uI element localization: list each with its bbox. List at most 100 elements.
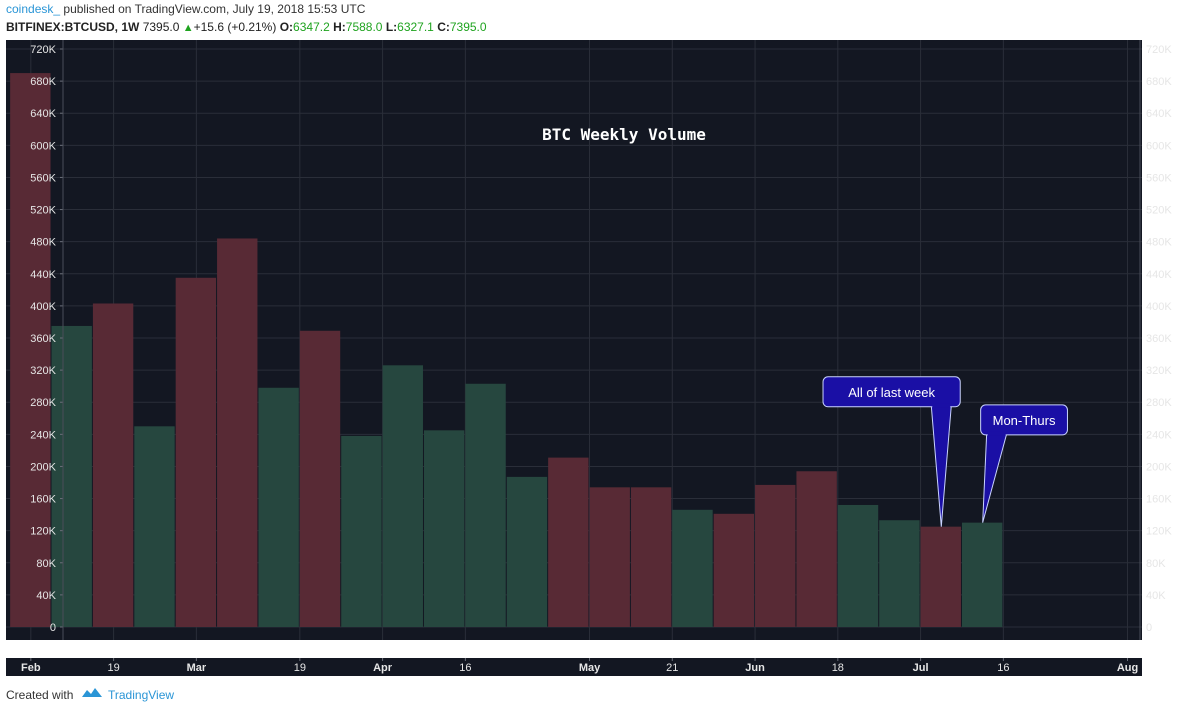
volume-bar[interactable] [630,487,672,627]
left-y-axis: 0 40K 80K 120K 160K 200K 240K 280K 320K 360K 400K 4… [30,40,64,640]
y-tick-label-right: 680K [1146,76,1172,88]
right-y-axis: 0 40K 80K 120K 160K 200K 240K 280K 320K 360K 400K 4… [1139,40,1172,640]
y-tick-label-right: 240K [1146,429,1172,441]
volume-chart[interactable]: 0 40K 80K 120K 160K 200K 240K 280K 320K 360K 400K 4… [0,40,1200,680]
y-tick-label-left: 600K [30,140,56,152]
x-tick-label: 19 [294,662,306,674]
high-value: 7588.0 [345,20,383,34]
volume-bar[interactable] [589,487,630,627]
close-value: 7395.0 [449,20,487,34]
x-tick-label: 16 [997,662,1009,674]
low-value: 6327.1 [397,20,434,34]
volume-bar[interactable] [51,325,92,627]
y-tick-label-left: 280K [30,397,56,409]
y-tick-label-right: 40K [1146,590,1166,602]
published-text: published on TradingView.com, July 19, 2… [63,2,366,16]
y-tick-label-left: 400K [30,301,56,313]
tradingview-link[interactable]: TradingView [108,688,175,702]
y-tick-label-left: 640K [30,108,56,120]
x-tick-label: 18 [832,662,844,674]
volume-bar[interactable] [879,520,920,627]
volume-bar[interactable] [548,457,589,627]
y-tick-label-left: 480K [30,237,56,249]
volume-bar[interactable] [217,238,258,627]
volume-bar[interactable] [920,526,961,627]
callout-annotation[interactable]: All of last week [822,376,961,527]
bars-group [10,73,1003,628]
callout-annotation[interactable]: Mon-Thurs [980,404,1068,523]
y-tick-label-left: 0 [50,622,56,634]
footer: Created with TradingView [0,680,1200,710]
y-tick-label-right: 120K [1146,526,1172,538]
volume-bar[interactable] [382,365,423,627]
y-tick-label-right: 280K [1146,397,1172,409]
open-value: 6347.2 [293,20,330,34]
callout-box [980,404,1068,436]
annotations-group: All of last week Mon-Thurs [822,376,1068,527]
volume-bar[interactable] [961,522,1003,627]
publish-line: coindesk_ published on TradingView.com, … [6,2,365,16]
x-tick-label: Aug [1117,662,1138,674]
high-label: H: [333,20,346,34]
y-tick-label-right: 320K [1146,365,1172,377]
y-tick-label-right: 560K [1146,172,1172,184]
y-tick-label-left: 80K [36,558,56,570]
x-tick-label: Feb [21,662,41,674]
y-tick-label-right: 360K [1146,333,1172,345]
x-tick-label: 16 [459,662,471,674]
author-link[interactable]: coindesk_ [6,2,61,16]
symbol-line: BITFINEX:BTCUSD, 1W 7395.0 ▲+15.6 (+0.21… [6,20,487,34]
y-tick-label-left: 160K [30,494,56,506]
x-tick-label: 21 [666,662,678,674]
x-tick-label: May [579,662,601,674]
x-tick-label: Apr [373,662,393,674]
volume-bar[interactable] [175,277,217,627]
low-label: L: [385,20,398,34]
y-tick-label-right: 200K [1146,461,1172,473]
y-tick-label-right: 160K [1146,494,1172,506]
volume-bar[interactable] [465,383,506,627]
volume-bar[interactable] [258,387,299,627]
volume-bar[interactable] [92,303,134,627]
volume-bar[interactable] [672,509,713,627]
volume-bar[interactable] [423,430,465,627]
price-value: 7395.0 [142,20,180,34]
callout-joint [987,431,1006,436]
y-tick-label-right: 80K [1146,558,1166,570]
y-tick-label-left: 720K [30,44,56,56]
volume-bar[interactable] [837,504,879,627]
volume-bar[interactable] [796,471,837,627]
volume-bar[interactable] [134,426,175,627]
y-tick-label-right: 440K [1146,269,1172,281]
symbol-label[interactable]: BITFINEX:BTCUSD, 1W [6,20,140,34]
chart-title: BTC Weekly Volume [542,125,706,144]
x-tick-label: 19 [107,662,119,674]
volume-bar[interactable] [713,513,755,627]
callout-joint [932,403,951,408]
volume-bar[interactable] [755,484,796,627]
x-tick-label: Jun [745,662,765,674]
volume-bar[interactable] [506,476,548,627]
y-tick-label-right: 600K [1146,140,1172,152]
volume-bar[interactable] [299,330,341,627]
callout-text: Mon-Thurs [993,413,1056,428]
triangle-up-icon: ▲ [182,22,194,34]
y-tick-label-left: 680K [30,76,56,88]
y-tick-label-left: 360K [30,333,56,345]
x-axis: Feb 19 Mar 19 Apr 16 May 21 Jun 18 Jul 16 Aug [21,658,1138,674]
y-tick-label-right: 520K [1146,205,1172,217]
change-value: +15.6 (+0.21%) [193,20,277,34]
y-tick-label-left: 440K [30,269,56,281]
callout-box [822,376,961,408]
y-tick-label-left: 40K [36,590,56,602]
volume-bar[interactable] [341,435,382,627]
y-tick-label-left: 520K [30,205,56,217]
close-label: C: [437,20,450,34]
volume-bar[interactable] [10,73,51,628]
y-tick-label-left: 560K [30,172,56,184]
callout-text: All of last week [848,385,935,400]
open-label: O: [279,20,294,34]
y-tick-label-right: 400K [1146,301,1172,313]
x-axis-strip[interactable] [6,658,1142,676]
y-tick-label-left: 240K [30,429,56,441]
